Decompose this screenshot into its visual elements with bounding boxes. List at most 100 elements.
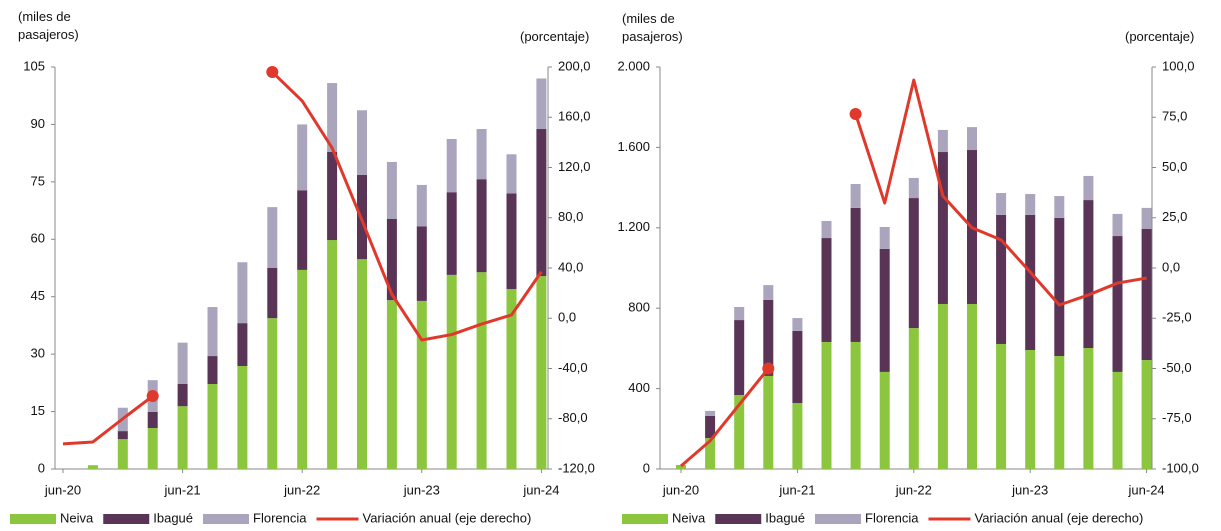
- bar-segment: [1054, 356, 1065, 469]
- line-marker: [762, 362, 775, 375]
- bar-segment: [386, 161, 397, 219]
- bar-segment: [506, 193, 517, 290]
- bar-segment: [1112, 236, 1123, 372]
- legend-label: Variación anual (eje derecho): [974, 510, 1143, 525]
- bar-segment: [821, 238, 832, 342]
- bar-segment: [117, 439, 128, 469]
- line-series: [62, 70, 543, 446]
- bar-segment: [734, 395, 745, 469]
- x-tick-label: jun-21: [778, 482, 815, 497]
- bar-segment: [1141, 207, 1152, 230]
- legend-label: Ibagué: [765, 510, 805, 525]
- bar-segment: [1083, 200, 1094, 348]
- x-tick-label: jun-22: [895, 482, 932, 497]
- bar-segment: [297, 269, 308, 469]
- line-marker: [849, 108, 862, 121]
- bar-segment: [734, 306, 745, 321]
- y2-tick-label: -40,0: [558, 360, 588, 375]
- bar-segment: [879, 371, 890, 469]
- bar-segment: [147, 428, 158, 469]
- y2-tick-label: 100,0: [1162, 58, 1195, 73]
- bar-segment: [446, 138, 457, 193]
- bar-segment: [763, 375, 774, 469]
- y2-tick-label: -100,0: [1162, 460, 1199, 475]
- y-tick-label: 30: [31, 346, 45, 361]
- x-tick-label: jun-21: [164, 482, 201, 497]
- bar-segment: [357, 259, 367, 469]
- legend-swatch: [815, 514, 862, 524]
- bar-segment: [177, 342, 188, 385]
- bar-segment: [937, 129, 948, 153]
- bar-segment: [1083, 347, 1094, 469]
- y2-axis-label: (porcentaje): [1125, 29, 1195, 44]
- legend-label: Variación anual (eje derecho): [362, 510, 531, 525]
- bar-segment: [207, 356, 218, 385]
- y2-tick-label: 50,0: [1162, 159, 1187, 174]
- y2-tick-label: 75,0: [1162, 109, 1187, 124]
- bar-segment: [705, 410, 716, 416]
- bar-segment: [207, 307, 218, 357]
- y-tick-label: 90: [31, 116, 45, 131]
- y-tick-label: 105: [23, 58, 45, 73]
- line-series: [680, 78, 1147, 468]
- bar-segment: [416, 226, 427, 301]
- y2-tick-label: 0,0: [558, 310, 576, 325]
- bar-segment: [1141, 229, 1152, 361]
- bar-segment: [177, 384, 188, 407]
- bar-segment: [476, 129, 487, 180]
- y-tick-label: 45: [31, 288, 45, 303]
- bar-segment: [87, 465, 98, 469]
- bar-segment: [386, 218, 397, 301]
- bar-segment: [536, 129, 547, 277]
- bar-segment: [763, 299, 774, 376]
- bar-segment: [476, 179, 487, 273]
- bar-segment: [996, 343, 1007, 469]
- bar-segment: [705, 415, 716, 439]
- bar-segment: [850, 341, 861, 469]
- legend-label: Neiva: [672, 510, 706, 525]
- legend-swatch: [103, 514, 150, 524]
- bar-segment: [327, 240, 338, 469]
- bar-segment: [792, 318, 803, 331]
- y-tick-label: 0: [643, 460, 650, 475]
- legend-label: Ibagué: [153, 510, 193, 525]
- bar-segment: [237, 366, 248, 469]
- bar-segment: [850, 207, 861, 342]
- bar-segment: [734, 320, 745, 396]
- bar-segment: [676, 464, 686, 469]
- y-tick-label: 75: [31, 173, 45, 188]
- bar-segment: [297, 124, 308, 191]
- y2-tick-label: 40,0: [558, 259, 583, 274]
- y-axis-label: (miles de pasajeros): [18, 9, 79, 42]
- x-tick-label: jun-24: [1128, 482, 1165, 497]
- x-tick-label: jun-20: [44, 482, 81, 497]
- bar-segment: [476, 272, 487, 469]
- bar-segment: [908, 198, 919, 329]
- bar-segment: [879, 226, 890, 249]
- bar-segment: [937, 152, 948, 304]
- x-tick-label: jun-20: [662, 482, 699, 497]
- bar-segment: [446, 274, 457, 469]
- y2-tick-label: -80,0: [558, 410, 588, 425]
- y-tick-label: 15: [31, 403, 45, 418]
- bar-segment: [967, 127, 977, 151]
- bar-segment: [1141, 360, 1152, 469]
- line-marker: [146, 390, 159, 403]
- y-tick-label: 1.200: [617, 219, 650, 234]
- bar-segment: [908, 177, 919, 199]
- bar-segment: [996, 193, 1007, 215]
- y2-tick-label: -75,0: [1162, 410, 1192, 425]
- bar-segment: [1025, 194, 1036, 215]
- bar-segment: [147, 411, 158, 429]
- legend-label: Neiva: [60, 510, 94, 525]
- y2-tick-label: 0,0: [1162, 259, 1180, 274]
- bar-segment: [1083, 175, 1094, 201]
- bar-segment: [821, 341, 832, 469]
- y2-tick-label: -25,0: [1162, 310, 1192, 325]
- bar-segment: [1112, 371, 1123, 469]
- bar-segment: [357, 110, 367, 175]
- bar-segment: [297, 190, 308, 270]
- bar-segment: [821, 220, 832, 239]
- legend-swatch: [622, 514, 668, 524]
